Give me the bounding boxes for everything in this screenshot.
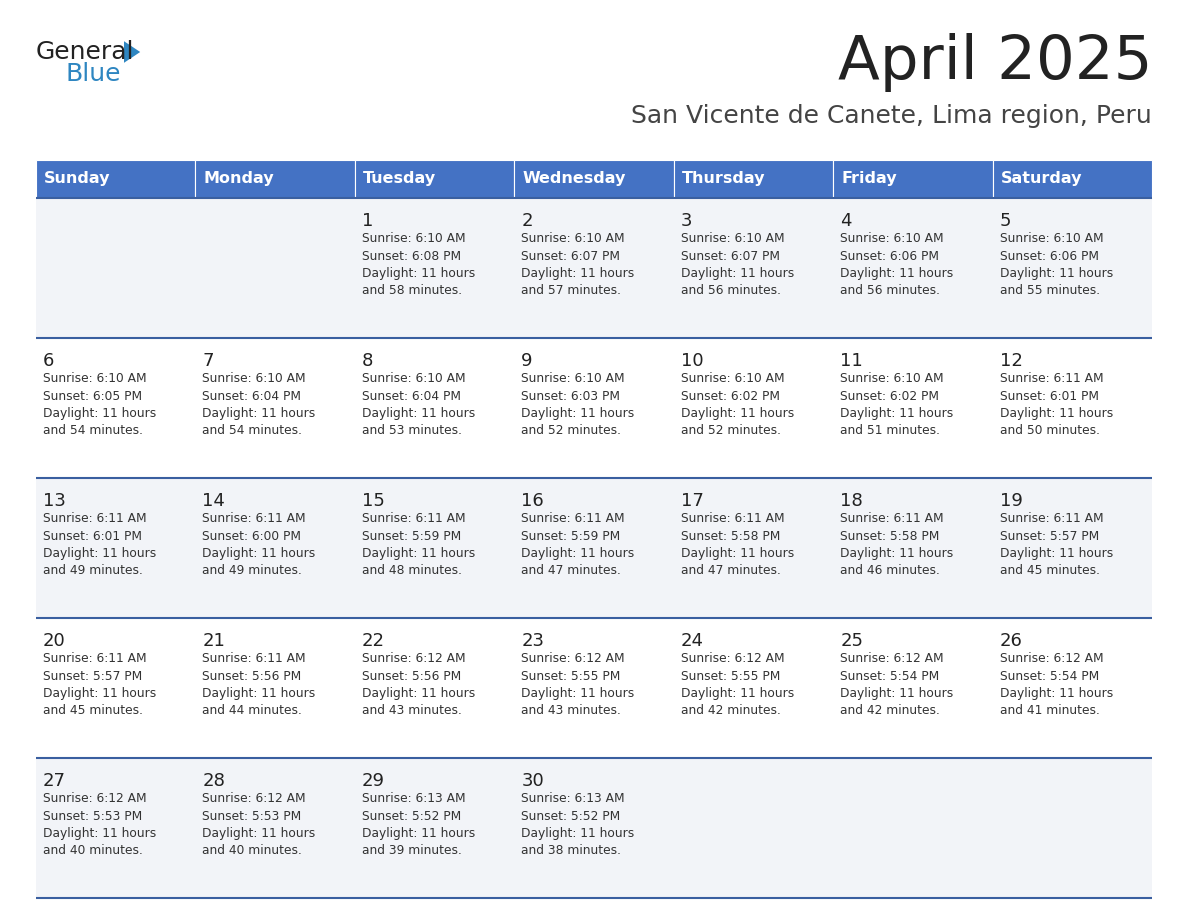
Text: Monday: Monday	[203, 172, 274, 186]
Text: 4: 4	[840, 212, 852, 230]
Text: Sunrise: 6:12 AM
Sunset: 5:54 PM
Daylight: 11 hours
and 41 minutes.: Sunrise: 6:12 AM Sunset: 5:54 PM Dayligh…	[999, 652, 1113, 718]
Text: 3: 3	[681, 212, 693, 230]
Text: Sunrise: 6:10 AM
Sunset: 6:05 PM
Daylight: 11 hours
and 54 minutes.: Sunrise: 6:10 AM Sunset: 6:05 PM Dayligh…	[43, 372, 157, 438]
Text: 1: 1	[362, 212, 373, 230]
Text: 19: 19	[999, 492, 1023, 510]
Text: 12: 12	[999, 352, 1023, 370]
Text: General: General	[36, 40, 134, 64]
Text: 5: 5	[999, 212, 1011, 230]
Bar	[833, 160, 992, 198]
Text: 10: 10	[681, 352, 703, 370]
Text: 22: 22	[362, 632, 385, 650]
Text: 24: 24	[681, 632, 703, 650]
Text: Thursday: Thursday	[682, 172, 765, 186]
Text: Sunrise: 6:11 AM
Sunset: 5:58 PM
Daylight: 11 hours
and 47 minutes.: Sunrise: 6:11 AM Sunset: 5:58 PM Dayligh…	[681, 512, 794, 577]
Text: Sunrise: 6:11 AM
Sunset: 5:59 PM
Daylight: 11 hours
and 47 minutes.: Sunrise: 6:11 AM Sunset: 5:59 PM Dayligh…	[522, 512, 634, 577]
Text: Sunrise: 6:11 AM
Sunset: 6:01 PM
Daylight: 11 hours
and 49 minutes.: Sunrise: 6:11 AM Sunset: 6:01 PM Dayligh…	[43, 512, 157, 577]
Text: 7: 7	[202, 352, 214, 370]
Text: Sunrise: 6:10 AM
Sunset: 6:04 PM
Daylight: 11 hours
and 53 minutes.: Sunrise: 6:10 AM Sunset: 6:04 PM Dayligh…	[362, 372, 475, 438]
Bar	[36, 618, 1152, 758]
Text: 8: 8	[362, 352, 373, 370]
Text: 17: 17	[681, 492, 703, 510]
Text: 11: 11	[840, 352, 862, 370]
Text: Sunrise: 6:12 AM
Sunset: 5:55 PM
Daylight: 11 hours
and 43 minutes.: Sunrise: 6:12 AM Sunset: 5:55 PM Dayligh…	[522, 652, 634, 718]
Text: Sunrise: 6:10 AM
Sunset: 6:02 PM
Daylight: 11 hours
and 51 minutes.: Sunrise: 6:10 AM Sunset: 6:02 PM Dayligh…	[840, 372, 954, 438]
Text: Sunrise: 6:11 AM
Sunset: 5:59 PM
Daylight: 11 hours
and 48 minutes.: Sunrise: 6:11 AM Sunset: 5:59 PM Dayligh…	[362, 512, 475, 577]
Text: 21: 21	[202, 632, 226, 650]
Bar	[355, 160, 514, 198]
Text: 30: 30	[522, 772, 544, 790]
Text: Sunrise: 6:13 AM
Sunset: 5:52 PM
Daylight: 11 hours
and 39 minutes.: Sunrise: 6:13 AM Sunset: 5:52 PM Dayligh…	[362, 792, 475, 857]
Text: Sunrise: 6:12 AM
Sunset: 5:53 PM
Daylight: 11 hours
and 40 minutes.: Sunrise: 6:12 AM Sunset: 5:53 PM Dayligh…	[202, 792, 316, 857]
Text: 23: 23	[522, 632, 544, 650]
Text: 14: 14	[202, 492, 226, 510]
Text: 25: 25	[840, 632, 864, 650]
Text: 6: 6	[43, 352, 55, 370]
Text: Sunrise: 6:12 AM
Sunset: 5:54 PM
Daylight: 11 hours
and 42 minutes.: Sunrise: 6:12 AM Sunset: 5:54 PM Dayligh…	[840, 652, 954, 718]
Bar	[36, 338, 1152, 478]
Text: 26: 26	[999, 632, 1023, 650]
Text: San Vicente de Canete, Lima region, Peru: San Vicente de Canete, Lima region, Peru	[631, 104, 1152, 128]
Text: 16: 16	[522, 492, 544, 510]
Bar	[196, 160, 355, 198]
Text: Sunrise: 6:12 AM
Sunset: 5:56 PM
Daylight: 11 hours
and 43 minutes.: Sunrise: 6:12 AM Sunset: 5:56 PM Dayligh…	[362, 652, 475, 718]
Text: Sunrise: 6:10 AM
Sunset: 6:07 PM
Daylight: 11 hours
and 57 minutes.: Sunrise: 6:10 AM Sunset: 6:07 PM Dayligh…	[522, 232, 634, 297]
Text: Sunrise: 6:10 AM
Sunset: 6:02 PM
Daylight: 11 hours
and 52 minutes.: Sunrise: 6:10 AM Sunset: 6:02 PM Dayligh…	[681, 372, 794, 438]
Text: 2: 2	[522, 212, 532, 230]
Text: Tuesday: Tuesday	[362, 172, 436, 186]
Text: 29: 29	[362, 772, 385, 790]
Text: 27: 27	[43, 772, 67, 790]
Text: 15: 15	[362, 492, 385, 510]
Polygon shape	[124, 41, 140, 62]
Text: Sunrise: 6:11 AM
Sunset: 5:58 PM
Daylight: 11 hours
and 46 minutes.: Sunrise: 6:11 AM Sunset: 5:58 PM Dayligh…	[840, 512, 954, 577]
Bar	[36, 198, 1152, 338]
Text: Sunrise: 6:12 AM
Sunset: 5:55 PM
Daylight: 11 hours
and 42 minutes.: Sunrise: 6:12 AM Sunset: 5:55 PM Dayligh…	[681, 652, 794, 718]
Text: Sunrise: 6:11 AM
Sunset: 6:00 PM
Daylight: 11 hours
and 49 minutes.: Sunrise: 6:11 AM Sunset: 6:00 PM Dayligh…	[202, 512, 316, 577]
Text: Blue: Blue	[67, 62, 121, 86]
Text: Sunrise: 6:10 AM
Sunset: 6:06 PM
Daylight: 11 hours
and 56 minutes.: Sunrise: 6:10 AM Sunset: 6:06 PM Dayligh…	[840, 232, 954, 297]
Text: 9: 9	[522, 352, 532, 370]
Text: Sunrise: 6:10 AM
Sunset: 6:04 PM
Daylight: 11 hours
and 54 minutes.: Sunrise: 6:10 AM Sunset: 6:04 PM Dayligh…	[202, 372, 316, 438]
Text: Sunrise: 6:10 AM
Sunset: 6:07 PM
Daylight: 11 hours
and 56 minutes.: Sunrise: 6:10 AM Sunset: 6:07 PM Dayligh…	[681, 232, 794, 297]
Text: 20: 20	[43, 632, 65, 650]
Text: Friday: Friday	[841, 172, 897, 186]
Text: Saturday: Saturday	[1000, 172, 1082, 186]
Bar	[514, 160, 674, 198]
Text: Sunrise: 6:10 AM
Sunset: 6:03 PM
Daylight: 11 hours
and 52 minutes.: Sunrise: 6:10 AM Sunset: 6:03 PM Dayligh…	[522, 372, 634, 438]
Text: Sunrise: 6:10 AM
Sunset: 6:08 PM
Daylight: 11 hours
and 58 minutes.: Sunrise: 6:10 AM Sunset: 6:08 PM Dayligh…	[362, 232, 475, 297]
Text: Sunrise: 6:13 AM
Sunset: 5:52 PM
Daylight: 11 hours
and 38 minutes.: Sunrise: 6:13 AM Sunset: 5:52 PM Dayligh…	[522, 792, 634, 857]
Text: Sunrise: 6:10 AM
Sunset: 6:06 PM
Daylight: 11 hours
and 55 minutes.: Sunrise: 6:10 AM Sunset: 6:06 PM Dayligh…	[999, 232, 1113, 297]
Text: Sunday: Sunday	[44, 172, 110, 186]
Bar	[674, 160, 833, 198]
Bar	[36, 758, 1152, 898]
Bar	[36, 160, 196, 198]
Text: Wednesday: Wednesday	[523, 172, 626, 186]
Text: 28: 28	[202, 772, 226, 790]
Text: April 2025: April 2025	[838, 32, 1152, 92]
Text: Sunrise: 6:12 AM
Sunset: 5:53 PM
Daylight: 11 hours
and 40 minutes.: Sunrise: 6:12 AM Sunset: 5:53 PM Dayligh…	[43, 792, 157, 857]
Text: Sunrise: 6:11 AM
Sunset: 5:57 PM
Daylight: 11 hours
and 45 minutes.: Sunrise: 6:11 AM Sunset: 5:57 PM Dayligh…	[43, 652, 157, 718]
Text: 18: 18	[840, 492, 862, 510]
Text: 13: 13	[43, 492, 65, 510]
Bar	[992, 160, 1152, 198]
Text: Sunrise: 6:11 AM
Sunset: 5:56 PM
Daylight: 11 hours
and 44 minutes.: Sunrise: 6:11 AM Sunset: 5:56 PM Dayligh…	[202, 652, 316, 718]
Bar	[36, 478, 1152, 618]
Text: Sunrise: 6:11 AM
Sunset: 5:57 PM
Daylight: 11 hours
and 45 minutes.: Sunrise: 6:11 AM Sunset: 5:57 PM Dayligh…	[999, 512, 1113, 577]
Text: Sunrise: 6:11 AM
Sunset: 6:01 PM
Daylight: 11 hours
and 50 minutes.: Sunrise: 6:11 AM Sunset: 6:01 PM Dayligh…	[999, 372, 1113, 438]
